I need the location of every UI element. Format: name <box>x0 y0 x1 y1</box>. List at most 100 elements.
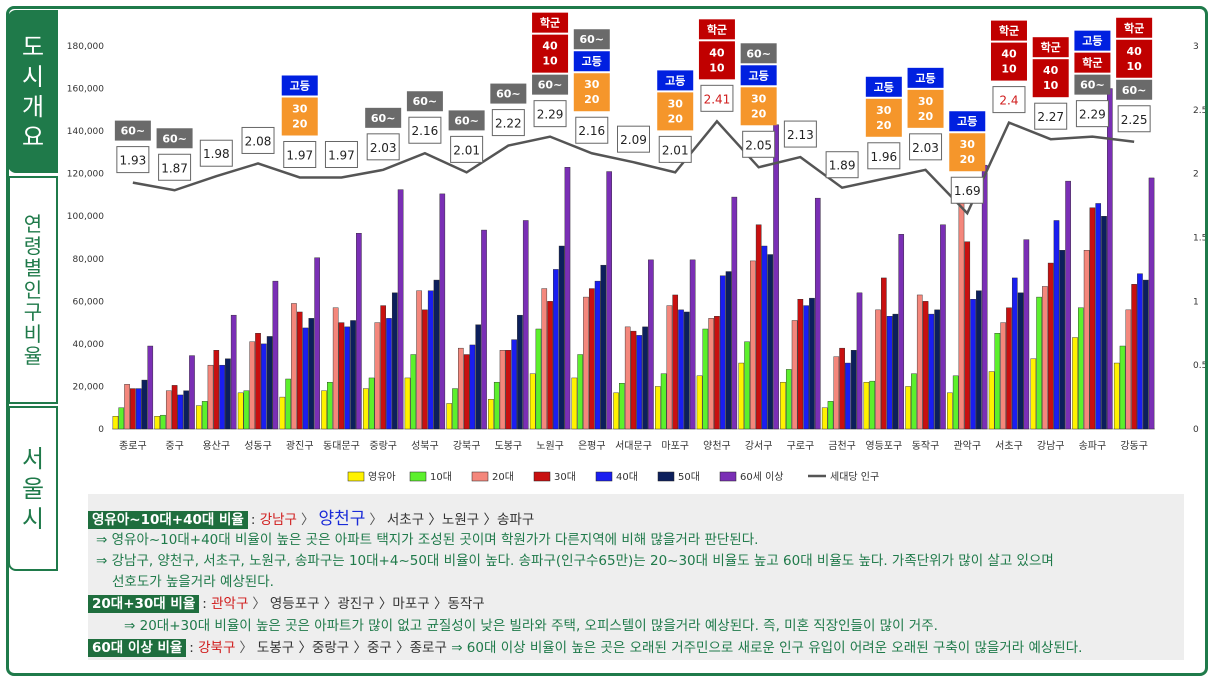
note-line-7: 60대 이상 비율: 강북구 〉 도봉구 〉중랑구 〉중구 〉종로구 ⇒ 60대 이… <box>88 636 1082 657</box>
line-label-box <box>1034 102 1068 130</box>
bar-5 <box>803 305 809 430</box>
tag-text: 학군 <box>540 16 560 30</box>
line-label-box <box>283 140 317 168</box>
bar-7 <box>856 292 863 430</box>
legend-label: 10대 <box>430 471 452 483</box>
tag-gray <box>740 43 777 64</box>
bar-7 <box>1065 180 1071 430</box>
y-tick-label: 100,000 <box>67 212 104 222</box>
bar-3 <box>165 390 172 430</box>
note-label-sixties: 60대 이상 비율 <box>88 639 187 657</box>
tag-text: 30 <box>584 78 600 91</box>
bar-7 <box>981 164 988 430</box>
line-value-label: 1.98 <box>203 147 230 161</box>
bar-2 <box>410 354 417 430</box>
bar-1 <box>613 392 619 430</box>
bar-5 <box>553 269 559 430</box>
line-label-box <box>909 133 943 161</box>
line-value-label: 2.08 <box>245 134 272 148</box>
bar-1 <box>655 386 661 430</box>
line-label-box <box>450 135 484 163</box>
bar-5 <box>719 275 726 430</box>
bar-6 <box>266 336 273 430</box>
tag-orange <box>657 92 694 131</box>
tab-city-overview[interactable]: 도 시 개 요 <box>8 10 58 173</box>
line-label-box <box>783 120 817 148</box>
bar-1 <box>237 392 244 430</box>
tag-text: 30 <box>960 138 976 151</box>
tag-text: 20 <box>918 110 934 123</box>
tag-text: 학군 <box>1041 40 1061 54</box>
tag-red <box>532 34 569 73</box>
tag-blue <box>573 51 610 72</box>
bar-1 <box>905 386 911 430</box>
line-value-label: 1.96 <box>870 150 897 164</box>
y-tick-label: 140,000 <box>67 127 104 137</box>
bar-4 <box>714 316 720 430</box>
line-label-box <box>408 116 442 144</box>
bar-1 <box>321 390 327 430</box>
bar-2 <box>869 380 876 430</box>
bar-1 <box>1072 337 1078 430</box>
bar-3 <box>750 260 756 430</box>
tag-red <box>1032 59 1069 98</box>
bar-5 <box>636 335 643 430</box>
tag-text: 40 <box>542 40 558 53</box>
x-tick-label: 도봉구 <box>495 440 523 452</box>
tag-red <box>1116 39 1153 78</box>
x-tick-label: 영등포구 <box>865 440 902 452</box>
line-label-box <box>658 135 692 163</box>
bar-6 <box>725 271 732 430</box>
bar-6 <box>934 309 940 430</box>
line-label-box <box>199 139 233 167</box>
line-label-box <box>1075 100 1109 128</box>
bar-7 <box>481 229 487 430</box>
x-tick-label: 서초구 <box>995 440 1023 452</box>
tag-text: 40 <box>1126 45 1142 58</box>
bar-1 <box>112 416 119 430</box>
tag-gray <box>573 29 610 50</box>
line-value-label: 2.29 <box>1079 108 1106 122</box>
legend-swatch <box>409 471 427 482</box>
tag-red <box>532 12 569 33</box>
tag-red <box>1116 17 1153 38</box>
bar-1 <box>529 373 536 430</box>
bar-2 <box>285 378 291 430</box>
tag-text: 고등 <box>957 115 977 128</box>
tab-seoul[interactable]: 서 울 시 <box>8 406 58 571</box>
tag-text: 10 <box>1043 79 1059 92</box>
bar-7 <box>689 259 696 430</box>
line-label-box <box>992 86 1026 114</box>
bar-4 <box>255 333 261 430</box>
bar-5 <box>1011 277 1018 430</box>
y2-tick-label: 2.5 <box>1193 106 1205 116</box>
y2-tick-label: 3 <box>1193 42 1199 52</box>
tag-text: 고등 <box>749 69 769 82</box>
legend-label: 세대당 인구 <box>830 471 879 483</box>
tag-gray <box>532 74 569 95</box>
bar-4 <box>213 350 220 430</box>
tag-text: 고등 <box>582 55 602 68</box>
bar-6 <box>558 245 565 430</box>
tag-text: 60~ <box>1122 84 1147 97</box>
bar-7 <box>898 234 905 430</box>
x-tick-label: 중랑구 <box>369 440 397 452</box>
page-frame <box>6 6 1208 676</box>
tag-red <box>698 19 735 40</box>
bar-3 <box>291 303 297 430</box>
analysis-notes: 영유아~10대+40대 비율: 강남구 〉 양천구 〉 서초구 〉노원구 〉송파구 ⇒ … <box>88 494 1184 660</box>
bar-7 <box>648 259 654 430</box>
y-tick-label: 40,000 <box>73 340 105 350</box>
line-value-label: 2.03 <box>370 141 397 155</box>
tag-text: 60~ <box>162 132 187 145</box>
tag-text: 학군 <box>1124 21 1144 35</box>
tag-text: 학군 <box>999 24 1019 38</box>
tag-text: 30 <box>668 97 684 110</box>
tag-text: 60~ <box>371 112 396 125</box>
tab-age-population-ratio[interactable]: 연 령 별 인 구 비 율 <box>8 176 58 404</box>
x-tick-label: 강서구 <box>745 440 773 452</box>
tag-text: 10 <box>1001 63 1017 76</box>
bar-2 <box>535 328 542 430</box>
note-line-4: 선호도가 높을거라 예상된다. <box>112 574 274 590</box>
bar-6 <box>225 358 231 430</box>
